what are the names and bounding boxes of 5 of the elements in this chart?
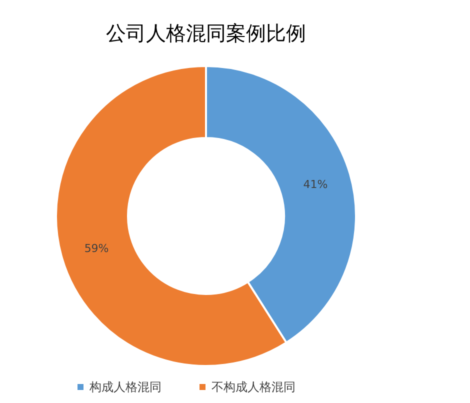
- legend-label: 不构成人格混同: [212, 380, 296, 394]
- chart-title: 公司人格混同案例比例: [106, 21, 306, 45]
- data-label: 59%: [84, 242, 109, 255]
- legend-label: 构成人格混同: [88, 380, 162, 394]
- data-label: 41%: [303, 178, 328, 192]
